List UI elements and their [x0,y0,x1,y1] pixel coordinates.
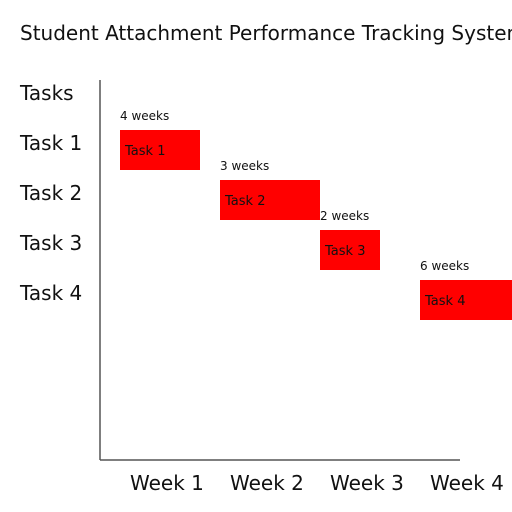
bar-label: Task 4 [424,294,465,309]
gantt-bar [120,130,200,170]
gantt-bar [320,230,380,270]
duration-label: 3 weeks [220,159,269,173]
x-tick-label: Week 4 [430,471,504,495]
y-tick-label: Task 1 [19,131,82,155]
row-header: Tasks [19,81,74,105]
chart-title: Student Attachment Performance Tracking … [20,21,512,45]
duration-label: 4 weeks [120,109,169,123]
x-tick-label: Week 2 [230,471,304,495]
duration-label: 2 weeks [320,209,369,223]
y-tick-label: Task 3 [19,231,82,255]
bar-label: Task 1 [124,144,165,159]
gantt-bar [220,180,320,220]
bar-label: Task 2 [224,194,265,209]
x-tick-label: Week 3 [330,471,404,495]
gantt-bar [420,280,512,320]
y-tick-label: Task 2 [19,181,82,205]
y-tick-label: Task 4 [19,281,82,305]
bar-label: Task 3 [324,244,365,259]
duration-label: 6 weeks [420,259,469,273]
x-tick-label: Week 1 [130,471,204,495]
